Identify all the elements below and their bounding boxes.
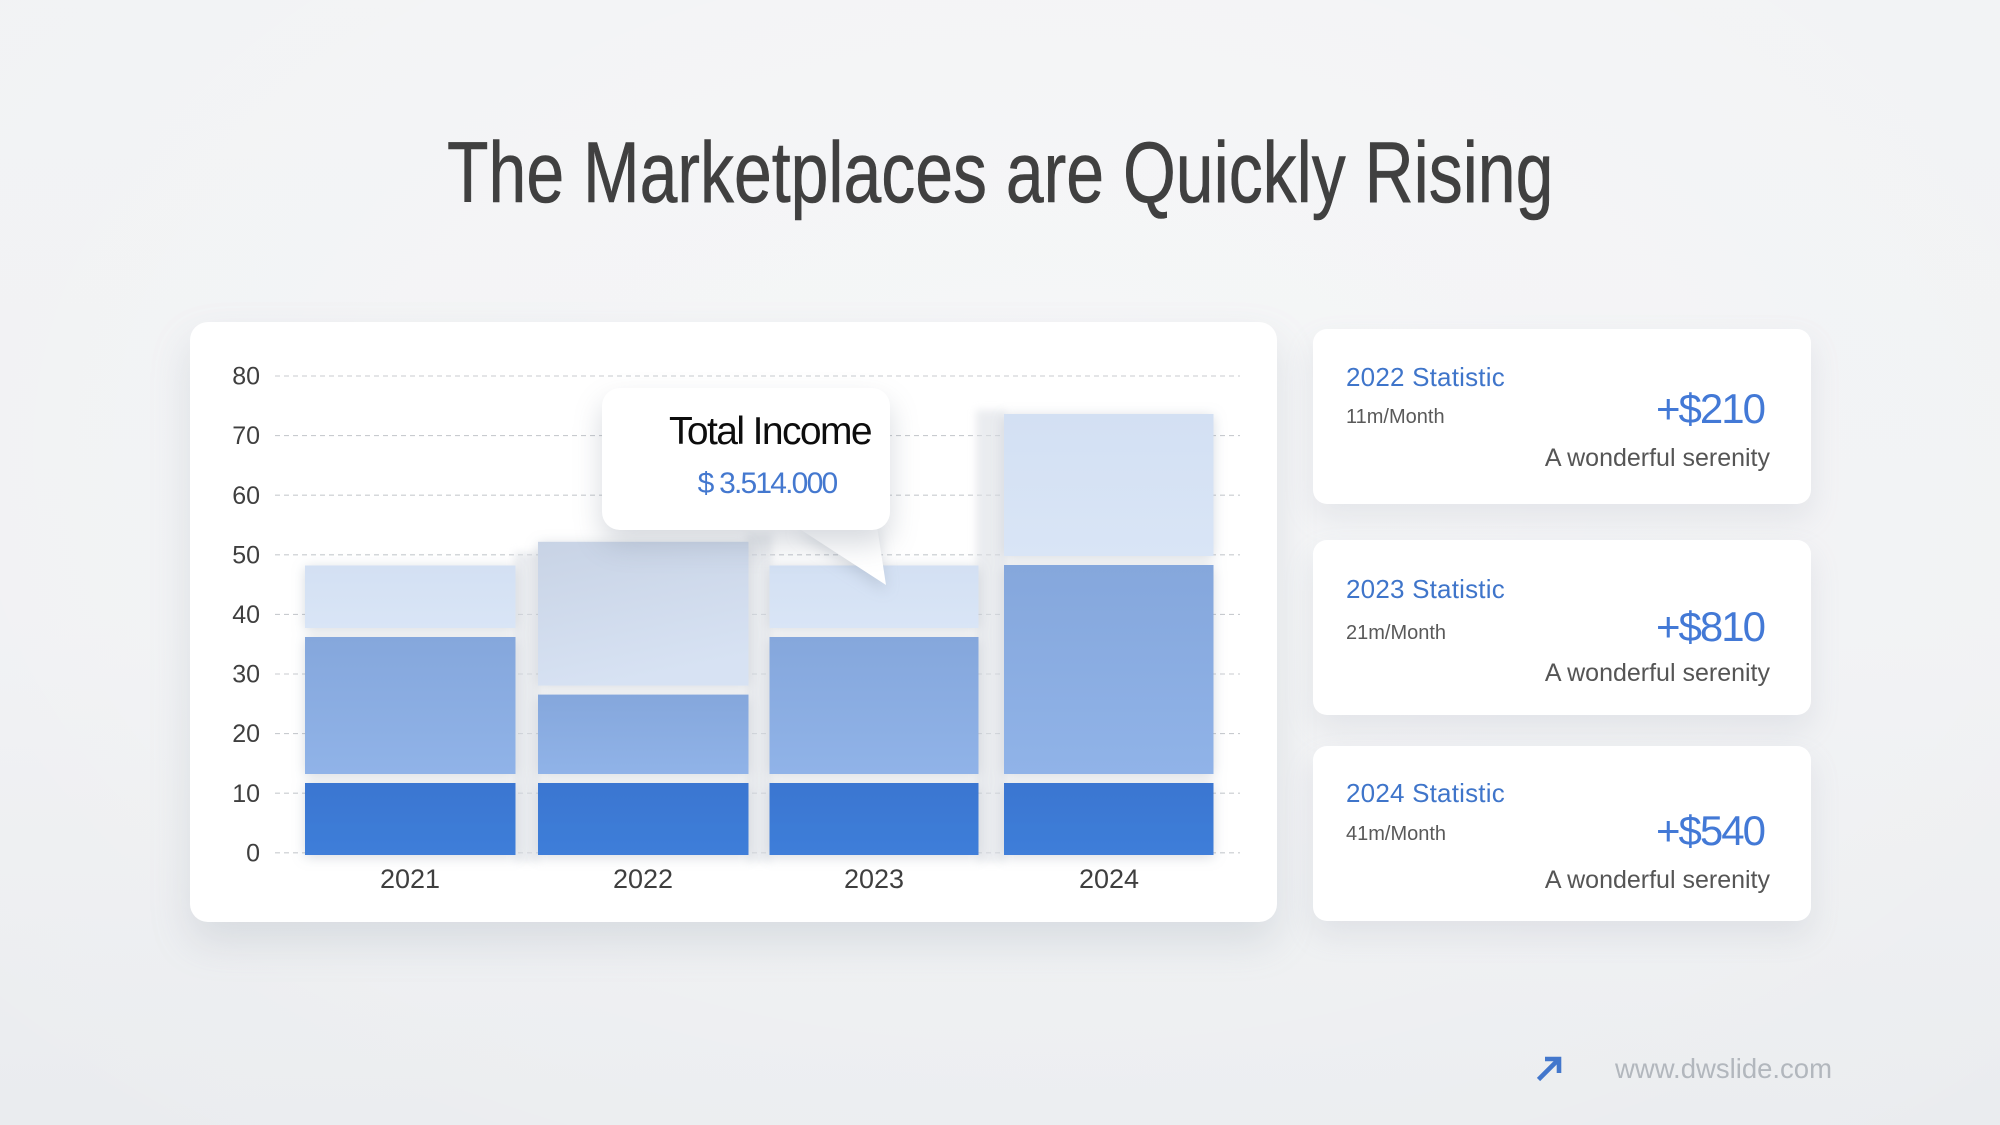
svg-text:10: 10 — [232, 780, 260, 808]
svg-text:2024: 2024 — [1079, 864, 1139, 894]
svg-text:20: 20 — [232, 720, 260, 748]
svg-text:50: 50 — [232, 541, 260, 569]
svg-text:60: 60 — [232, 482, 260, 510]
svg-text:40: 40 — [232, 601, 260, 629]
svg-text:70: 70 — [232, 422, 260, 450]
svg-text:2022: 2022 — [613, 864, 673, 894]
svg-text:30: 30 — [232, 661, 260, 689]
svg-text:80: 80 — [232, 363, 260, 391]
svg-text:0: 0 — [246, 839, 260, 867]
svg-text:2021: 2021 — [380, 864, 440, 894]
svg-text:2023: 2023 — [844, 864, 904, 894]
